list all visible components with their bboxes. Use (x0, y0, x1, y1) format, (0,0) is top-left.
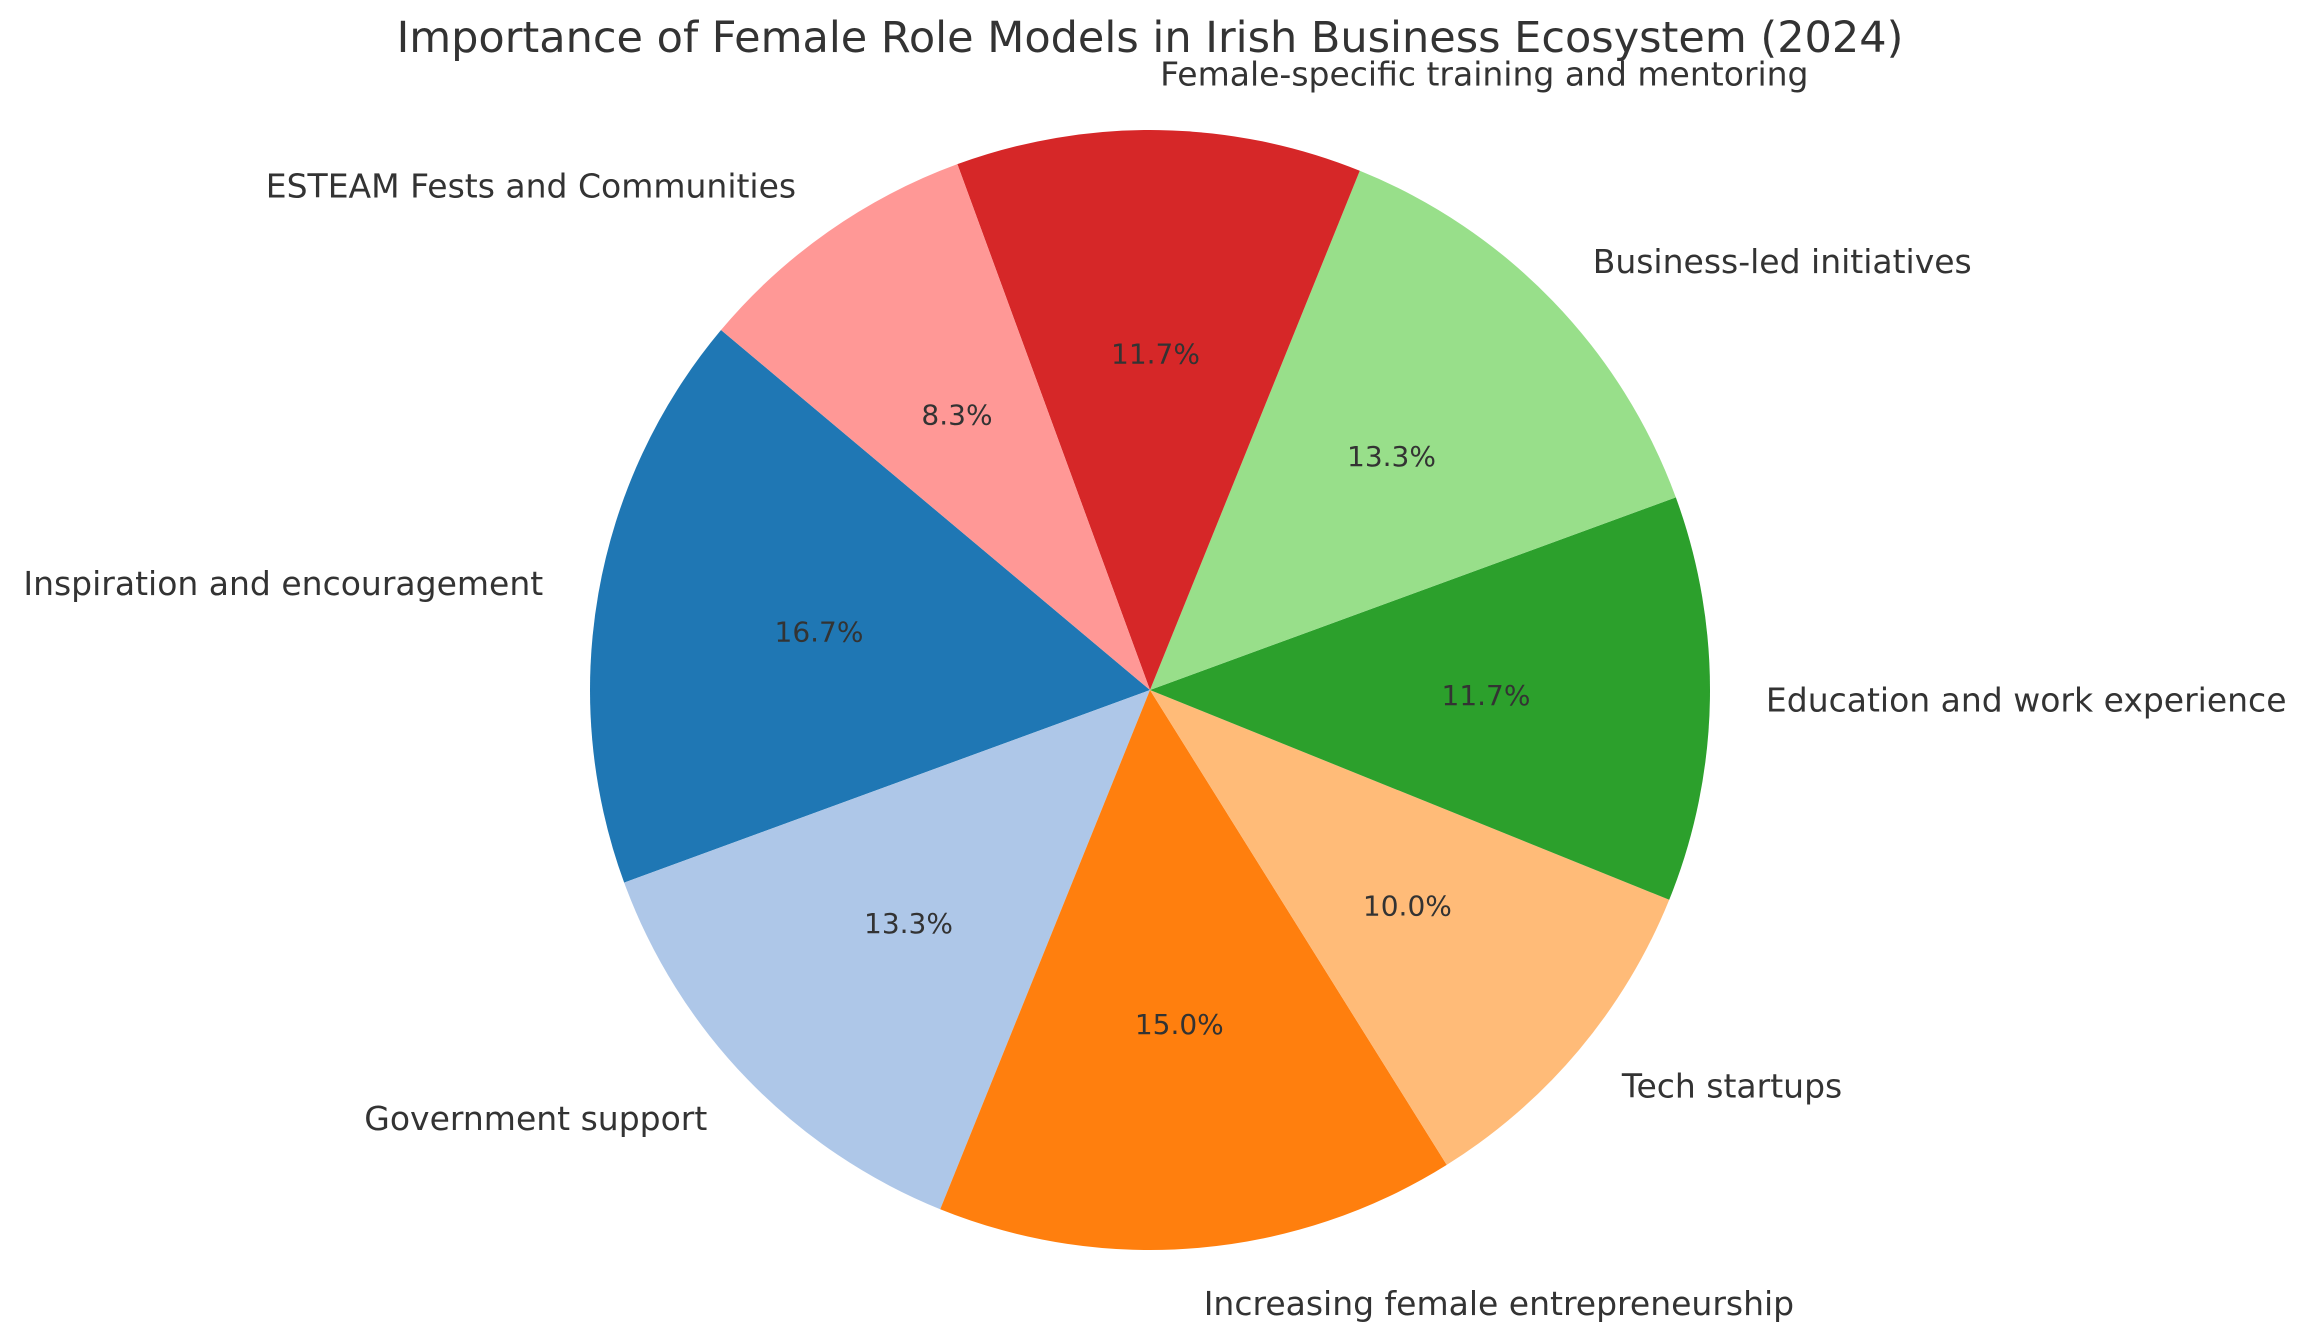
category-labels: Inspiration and encouragement Government … (23, 55, 2286, 1324)
percent-labels: 16.7% 13.3% 15.0% 10.0% 11.7% 13.3% 11.7% 8.3% (775, 338, 1531, 1042)
pie-slices (589, 129, 1711, 1250)
slice-category-label: Education and work experience (1766, 681, 2287, 720)
slice-category-label: Tech startups (1621, 1067, 1842, 1106)
chart-title: Importance of Female Role Models in Iris… (397, 13, 1904, 63)
pie-slice (589, 330, 1150, 883)
slice-percent-label: 11.7% (1442, 679, 1531, 712)
pie-slice (1150, 690, 1670, 1165)
slice-category-label: Female-specific training and mentoring (1160, 55, 1808, 94)
slice-category-label: Inspiration and encouragement (23, 564, 543, 603)
pie-slice (624, 690, 1150, 1210)
pie-slice (940, 690, 1447, 1250)
slice-percent-label: 10.0% (1363, 890, 1452, 923)
slice-percent-label: 16.7% (775, 616, 864, 649)
slice-category-label: ESTEAM Fests and Communities (266, 166, 796, 205)
slice-percent-label: 13.3% (864, 907, 953, 940)
slice-percent-label: 13.3% (1347, 440, 1436, 473)
slice-category-label: Increasing female entrepreneurship (1204, 1284, 1794, 1323)
slice-category-label: Business-led initiatives (1593, 242, 1972, 281)
slice-category-label: Government support (364, 1099, 707, 1138)
pie-slice (957, 129, 1360, 690)
slice-percent-label: 8.3% (921, 399, 992, 432)
pie-slice (721, 164, 1150, 691)
slice-percent-label: 15.0% (1135, 1008, 1224, 1041)
slice-percent-label: 11.7% (1111, 338, 1200, 371)
pie-slice (1150, 497, 1711, 900)
pie-slice (1150, 170, 1676, 690)
